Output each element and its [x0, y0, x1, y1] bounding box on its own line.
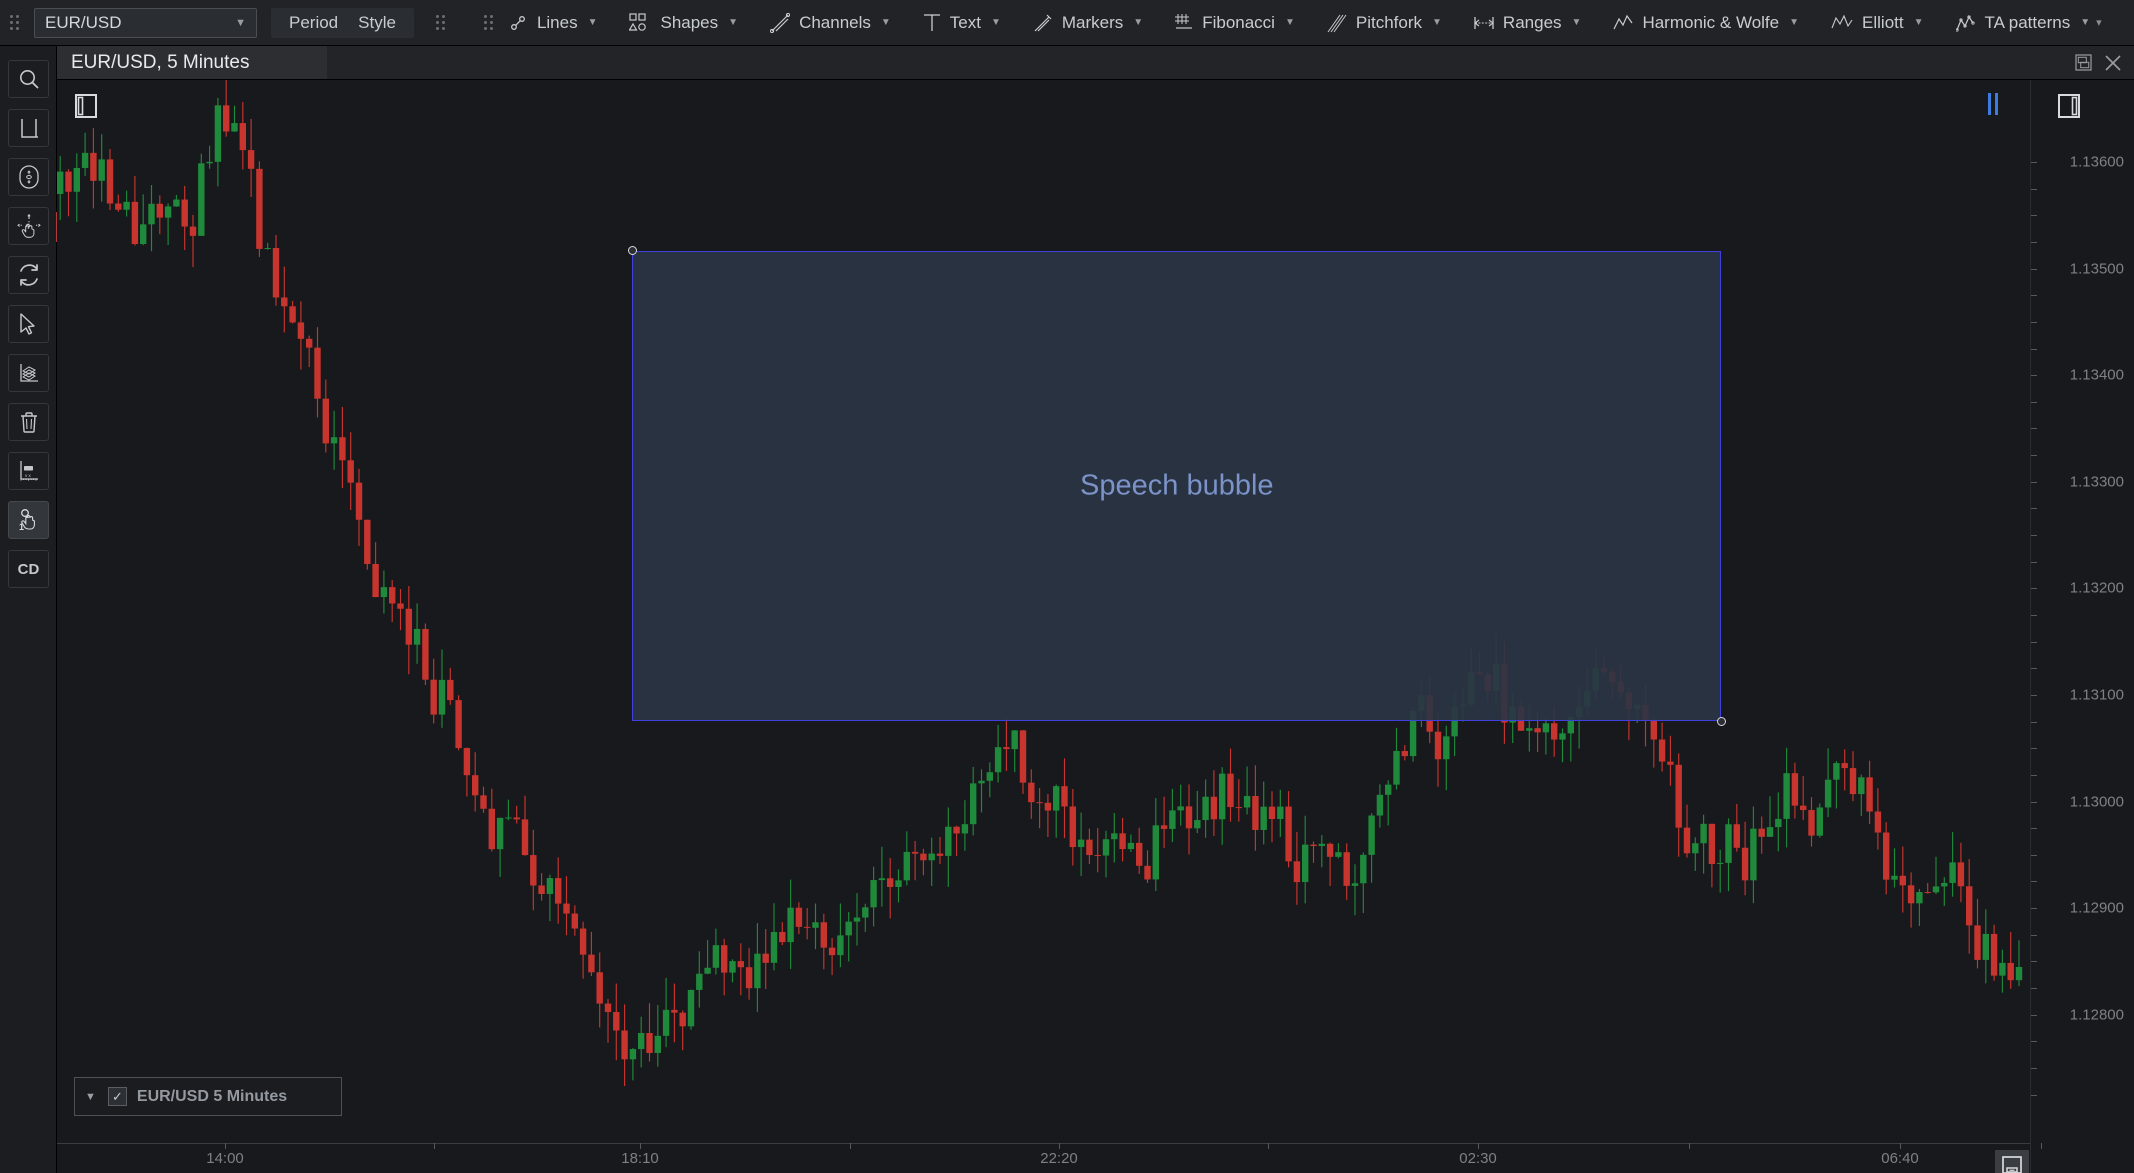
svg-text:1: 1: [19, 522, 24, 532]
svg-text:v x: v x: [25, 473, 32, 478]
